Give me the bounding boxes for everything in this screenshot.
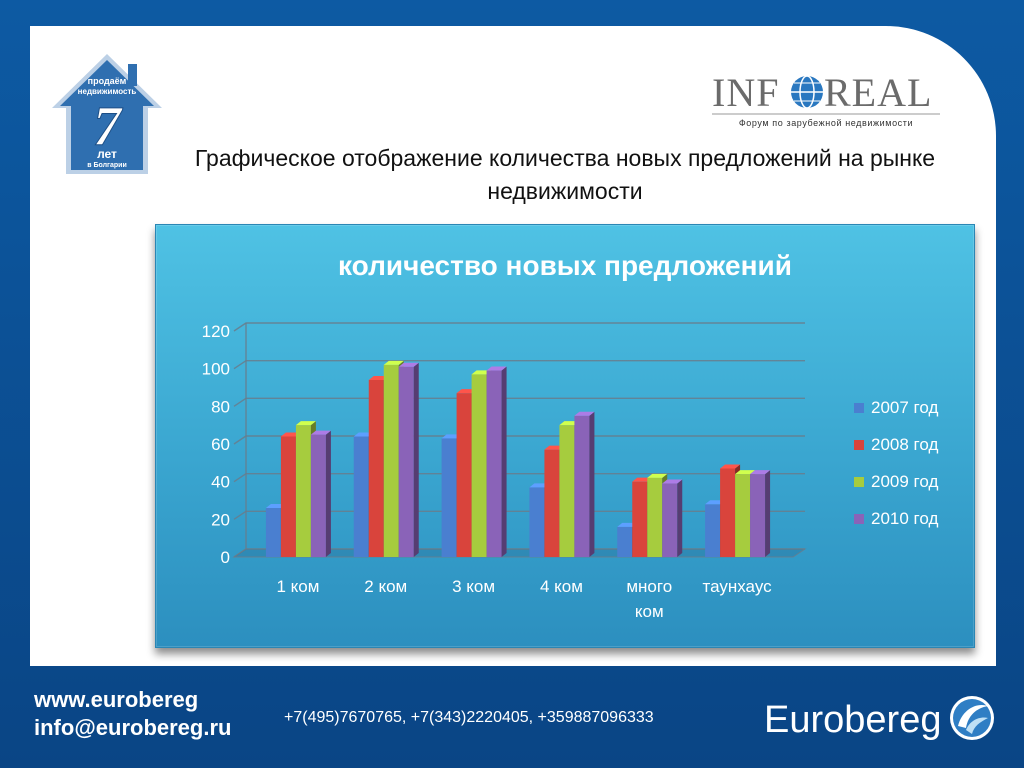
bar-top	[529, 483, 550, 488]
bar-top	[383, 360, 404, 365]
house-body-shape	[60, 60, 154, 170]
footer-phones: +7(495)7670765, +7(343)2220405, +3598870…	[284, 709, 654, 726]
bar-side	[413, 362, 419, 557]
bar	[705, 504, 721, 557]
y-tick-label: 40	[211, 473, 230, 492]
x-tick-label: 3 ком	[452, 577, 495, 596]
bar	[720, 468, 736, 557]
chart-bars	[265, 360, 771, 557]
globe-icon	[791, 75, 823, 109]
y-tick-label: 0	[221, 548, 230, 567]
house-logo: продаём недвижимость 7 лет в Болгарии	[52, 54, 162, 174]
bar-top	[720, 464, 741, 469]
bar	[574, 415, 590, 557]
bar-side	[677, 479, 683, 557]
bar	[398, 366, 414, 557]
bar	[750, 474, 766, 557]
bar	[486, 370, 502, 557]
gridline	[233, 397, 805, 407]
slide-title: Графическое отображение количества новых…	[194, 145, 936, 204]
x-tick-label: 2 ком	[364, 577, 407, 596]
gridline	[233, 322, 805, 332]
eurobereg-wordmark: Eurobereg	[764, 699, 941, 741]
inforeal-tagline: Форум по зарубежной недвижимости	[739, 118, 913, 128]
house-logo-line3: лет	[97, 147, 117, 161]
bar-top	[735, 470, 756, 475]
bar	[544, 449, 560, 557]
inforeal-logo: INF REAL Форум по зарубежной недвижимост…	[712, 70, 940, 128]
bar-side	[325, 430, 331, 557]
legend-label: 2009 год	[871, 472, 938, 491]
bar	[441, 438, 457, 557]
x-tick-label: 4 ком	[540, 577, 583, 596]
bar-side	[765, 470, 771, 557]
legend-label: 2007 год	[871, 398, 938, 417]
bar-top	[295, 421, 316, 426]
chart-axes: 0 20 40 60 80 100 120 1 ком 2 ком 3 ком 4 ком много…	[202, 322, 773, 621]
bar	[632, 481, 648, 557]
bar	[662, 483, 678, 557]
y-tick-label: 120	[202, 322, 230, 341]
bar	[353, 436, 369, 557]
bar-top	[750, 470, 771, 475]
bar-top	[662, 479, 683, 484]
inforeal-name-right: REAL	[824, 70, 932, 115]
eurobereg-logo: Eurobereg	[764, 696, 994, 741]
y-tick-label: 100	[202, 360, 230, 379]
gridline	[233, 359, 805, 370]
chart-title: количество новых предложений	[338, 250, 792, 281]
bar-top	[486, 366, 507, 371]
bar	[617, 526, 633, 557]
bar-chart: 0 20 40 60 80 100 120 1 ком 2 ком 3 ком 4 ком много…	[202, 250, 939, 621]
legend-swatch	[854, 477, 864, 487]
bar	[280, 436, 296, 557]
house-logo-line2: недвижимость	[78, 87, 137, 96]
footer-website[interactable]: www.eurobereg	[34, 687, 199, 712]
house-logo-line1: продаём	[88, 76, 127, 86]
bar-top	[310, 430, 331, 435]
y-tick-label: 60	[211, 435, 230, 454]
house-logo-number: 7	[93, 96, 123, 158]
bar	[529, 487, 545, 557]
y-tick-label: 20	[211, 510, 230, 529]
bar-top	[647, 473, 668, 478]
inforeal-name-left: INF	[712, 70, 779, 115]
eurobereg-emblem-icon	[950, 696, 994, 740]
legend-swatch	[854, 403, 864, 413]
legend-label: 2010 год	[871, 509, 938, 528]
bar-top	[398, 362, 419, 367]
footer-email[interactable]: info@eurobereg.ru	[34, 715, 232, 740]
legend-swatch	[854, 514, 864, 524]
bar	[368, 379, 384, 557]
chart-container: 0 20 40 60 80 100 120 1 ком 2 ком 3 ком 4 ком много…	[155, 224, 975, 648]
house-logo-line4: в Болгарии	[87, 162, 127, 169]
x-tick-label: таунхаус	[703, 577, 773, 596]
bar	[471, 374, 487, 557]
house-chimney	[128, 64, 137, 86]
legend-swatch	[854, 440, 864, 450]
bar	[383, 364, 399, 557]
chart-legend: 2007 год 2008 год 2009 год 2010 год	[854, 398, 938, 528]
x-tick-label: 1 ком	[276, 577, 319, 596]
bar-side	[501, 366, 507, 557]
bar	[456, 393, 472, 557]
bar	[310, 434, 326, 557]
y-tick-label: 80	[211, 397, 230, 416]
bar-top	[559, 421, 580, 426]
x-tick-label: много	[626, 577, 672, 596]
bar	[559, 425, 575, 557]
bar	[295, 425, 311, 557]
x-tick-label: ком	[635, 602, 664, 621]
bar	[647, 477, 663, 557]
bar	[735, 474, 751, 557]
legend-label: 2008 год	[871, 435, 938, 454]
bar-top	[544, 445, 565, 450]
bar-side	[589, 411, 595, 557]
bar	[265, 508, 281, 557]
bar-top	[574, 411, 595, 416]
